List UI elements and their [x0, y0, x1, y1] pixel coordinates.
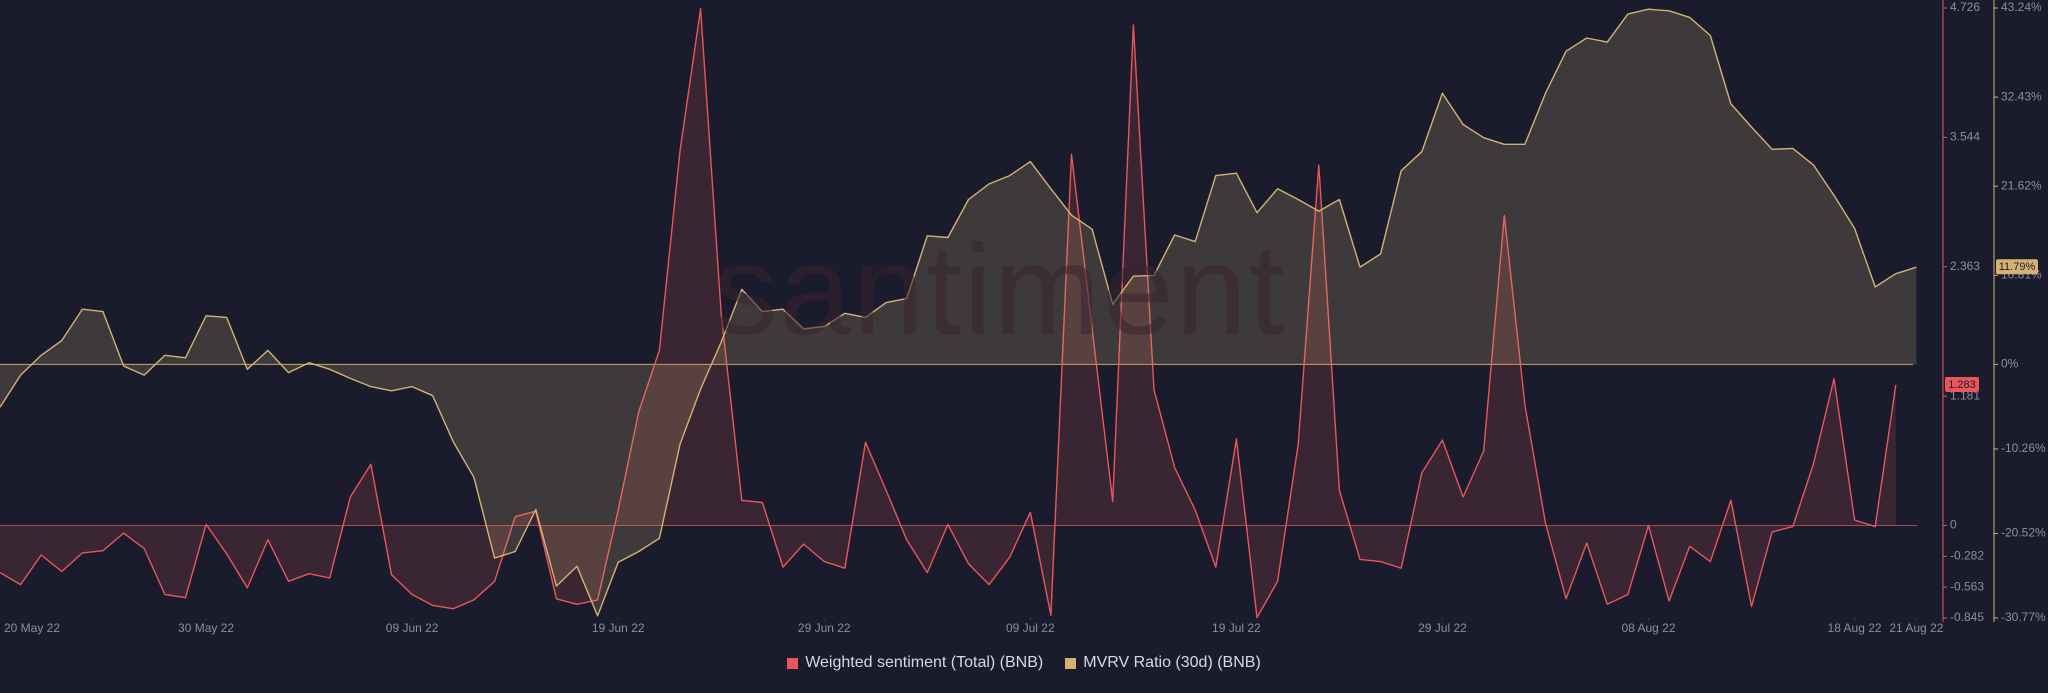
legend-item[interactable]: Weighted sentiment (Total) (BNB): [787, 654, 1043, 672]
y2-tick-label: -10.26%: [2001, 441, 2046, 455]
y-tick-label: 0: [1950, 518, 1957, 532]
line: [0, 7, 1897, 619]
legend-label: Weighted sentiment (Total) (BNB): [805, 654, 1044, 671]
legend-item[interactable]: MVRV Ratio (30d) (BNB): [1065, 654, 1261, 672]
y-tick-label: -0.563: [1950, 579, 1984, 593]
y-tick-label: 4.726: [1950, 0, 1980, 14]
x-tick-label: 20 May 22: [4, 621, 60, 635]
x-tick-label: 21 Aug 22: [1889, 621, 1943, 635]
y2-tick-label: 43.24%: [2001, 0, 2042, 14]
legend-swatch: [1065, 657, 1077, 669]
y2-tick-label: 32.43%: [2001, 89, 2042, 103]
x-tick-label: 19 Jun 22: [592, 621, 645, 635]
chart: -0.845-0.563-0.28201.1812.3633.5444.726-…: [0, 0, 2046, 635]
current-value-badge: 1.283: [1945, 376, 1979, 392]
y-tick-label: 3.544: [1950, 130, 1980, 144]
y-tick-label: -0.282: [1950, 549, 1984, 563]
legend-swatch: [787, 657, 799, 669]
y2-tick-label: 21.62%: [2001, 178, 2042, 192]
line: [0, 8, 1917, 617]
y-tick-label: -0.845: [1950, 610, 1984, 624]
y2-tick-label: 0%: [2001, 357, 2019, 371]
y2-tick-label: -20.52%: [2001, 526, 2046, 540]
x-tick-label: 09 Jul 22: [1006, 621, 1055, 635]
x-tick-label: 29 Jul 22: [1418, 621, 1467, 635]
y2-tick-label: -30.77%: [2001, 610, 2046, 624]
x-tick-label: 18 Aug 22: [1828, 621, 1882, 635]
x-tick-label: 09 Jun 22: [386, 621, 439, 635]
legend-label: MVRV Ratio (30d) (BNB): [1083, 654, 1261, 671]
legend: Weighted sentiment (Total) (BNB) MVRV Rat…: [0, 654, 2048, 672]
y-tick-label: 2.363: [1950, 259, 1980, 273]
x-tick-label: 08 Aug 22: [1621, 621, 1675, 635]
badge-box: [1945, 376, 1979, 392]
badge-label: 11.79%: [1999, 261, 2036, 273]
current-value-badge: 11.79%: [1996, 259, 2038, 275]
x-tick-label: 29 Jun 22: [798, 621, 851, 635]
badge-box: [1996, 259, 2038, 275]
x-tick-label: 19 Jul 22: [1212, 621, 1261, 635]
watermark: santiment: [714, 219, 1287, 362]
area: [0, 9, 1917, 616]
area: [0, 8, 1896, 618]
x-tick-label: 30 May 22: [178, 621, 234, 635]
badge-label: 1.283: [1948, 379, 1976, 391]
